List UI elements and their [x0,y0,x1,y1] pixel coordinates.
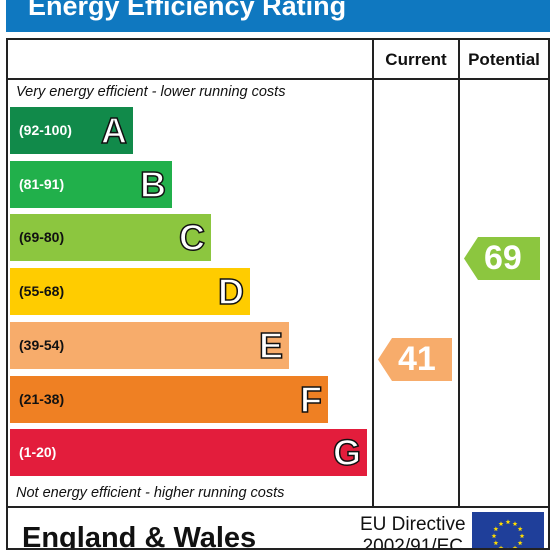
eu-star [512,521,518,526]
current-rating-value: 41 [398,340,436,378]
eu-star [498,521,504,526]
band-d: (55-68) D [10,268,250,316]
band-b: (81-91) B [10,160,172,208]
band-range: (81-91) [19,175,65,192]
page-title: Energy Efficiency Rating [28,0,347,21]
band-range: (39-54) [19,336,65,353]
inefficient-note: Not energy efficient - higher running co… [16,485,285,501]
efficient-note: Very energy efficient - lower running co… [16,84,286,100]
eu-star [493,526,499,532]
band-letter: E [258,324,284,367]
eu-star [498,545,504,548]
band-range: (55-68) [19,283,65,300]
band-range: (1-20) [19,444,57,461]
current-column-header: Current [385,50,447,69]
band-g: (1-20) G [10,429,367,477]
band-letter: F [299,378,323,421]
band-c: (69-80) C [10,214,211,262]
eu-star [491,533,497,539]
current-rating-arrow: 41 [378,338,452,381]
band-letter: G [332,431,362,474]
footer: England & Wales EU Directive 2002/91/EC [6,508,550,550]
header-divider [8,78,548,80]
potential-rating-arrow: 69 [464,237,540,280]
band-letter: D [217,270,245,313]
potential-rating-value: 69 [484,239,522,277]
band-range: (21-38) [19,390,65,407]
potential-column-header: Potential [468,50,540,69]
eu-star [505,519,511,525]
eu-star [493,540,499,546]
eu-star [512,545,518,548]
column-divider [372,40,374,506]
eu-star [517,540,523,546]
current-arrow-shape [378,338,452,381]
title-bar: Energy Efficiency Rating [6,0,550,32]
band-letter: C [178,217,206,260]
eu-directive-number: 2002/91/EC [362,536,463,550]
eu-stars [491,519,525,548]
eu-directive-label: EU Directive 2002/91/EC [360,514,466,550]
potential-arrow-shape [464,237,540,280]
eu-star [519,533,525,539]
region-label: England & Wales [22,522,257,550]
column-divider [458,40,460,506]
band-letter: B [139,163,167,206]
band-e: (39-54) E [10,321,289,369]
eu-flag-icon [472,512,544,548]
band-a: (92-100) A [10,107,133,154]
band-f: (21-38) F [10,375,328,423]
eu-directive-title: EU Directive [360,514,466,535]
band-letter: A [100,109,128,152]
band-range: (69-80) [19,229,65,246]
eu-star [507,547,509,548]
rating-table: Current Potential Very energy efficient … [6,38,550,508]
band-range: (92-100) [19,122,72,138]
eu-star [517,526,523,532]
